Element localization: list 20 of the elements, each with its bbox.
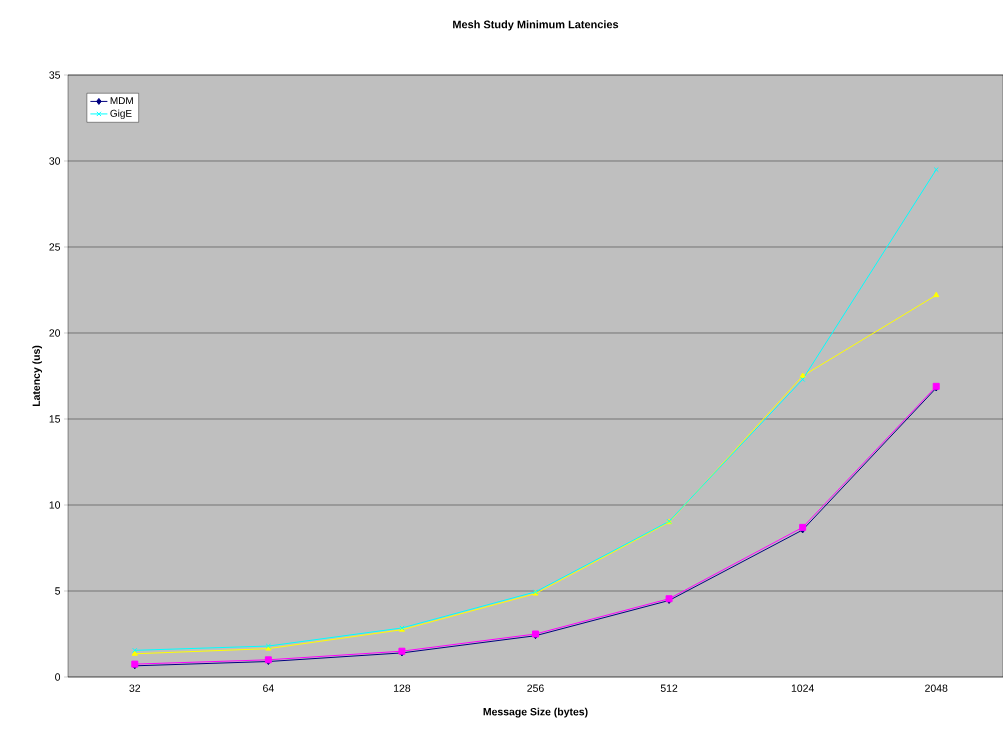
y-tick-label: 0 [55, 673, 61, 681]
y-tick-label: 15 [49, 415, 61, 423]
x-tick-label: 2048 [925, 684, 948, 692]
x-tick-label: 256 [527, 684, 544, 692]
y-tick-label: 25 [49, 243, 61, 251]
y-tick-label: 30 [49, 157, 61, 165]
y-tick-label: 10 [49, 501, 61, 509]
y-tick-label: 35 [49, 71, 61, 79]
y-tick-label: 5 [55, 587, 61, 595]
chart-title: Mesh Study Minimum Latencies [453, 20, 619, 31]
x-tick-label: 128 [394, 684, 411, 692]
x-tick-label: 32 [129, 684, 141, 692]
y-axis-title: Latency (us) [32, 345, 43, 407]
x-tick-label: 1024 [791, 684, 814, 692]
x-tick-label: 64 [263, 684, 274, 692]
legend-label: GigE [110, 109, 132, 119]
x-tick-label: 512 [660, 684, 678, 692]
legend-label: MDM [110, 97, 133, 105]
y-tick-label: 20 [49, 329, 61, 337]
x-axis-title: Message Size (bytes) [483, 707, 588, 718]
